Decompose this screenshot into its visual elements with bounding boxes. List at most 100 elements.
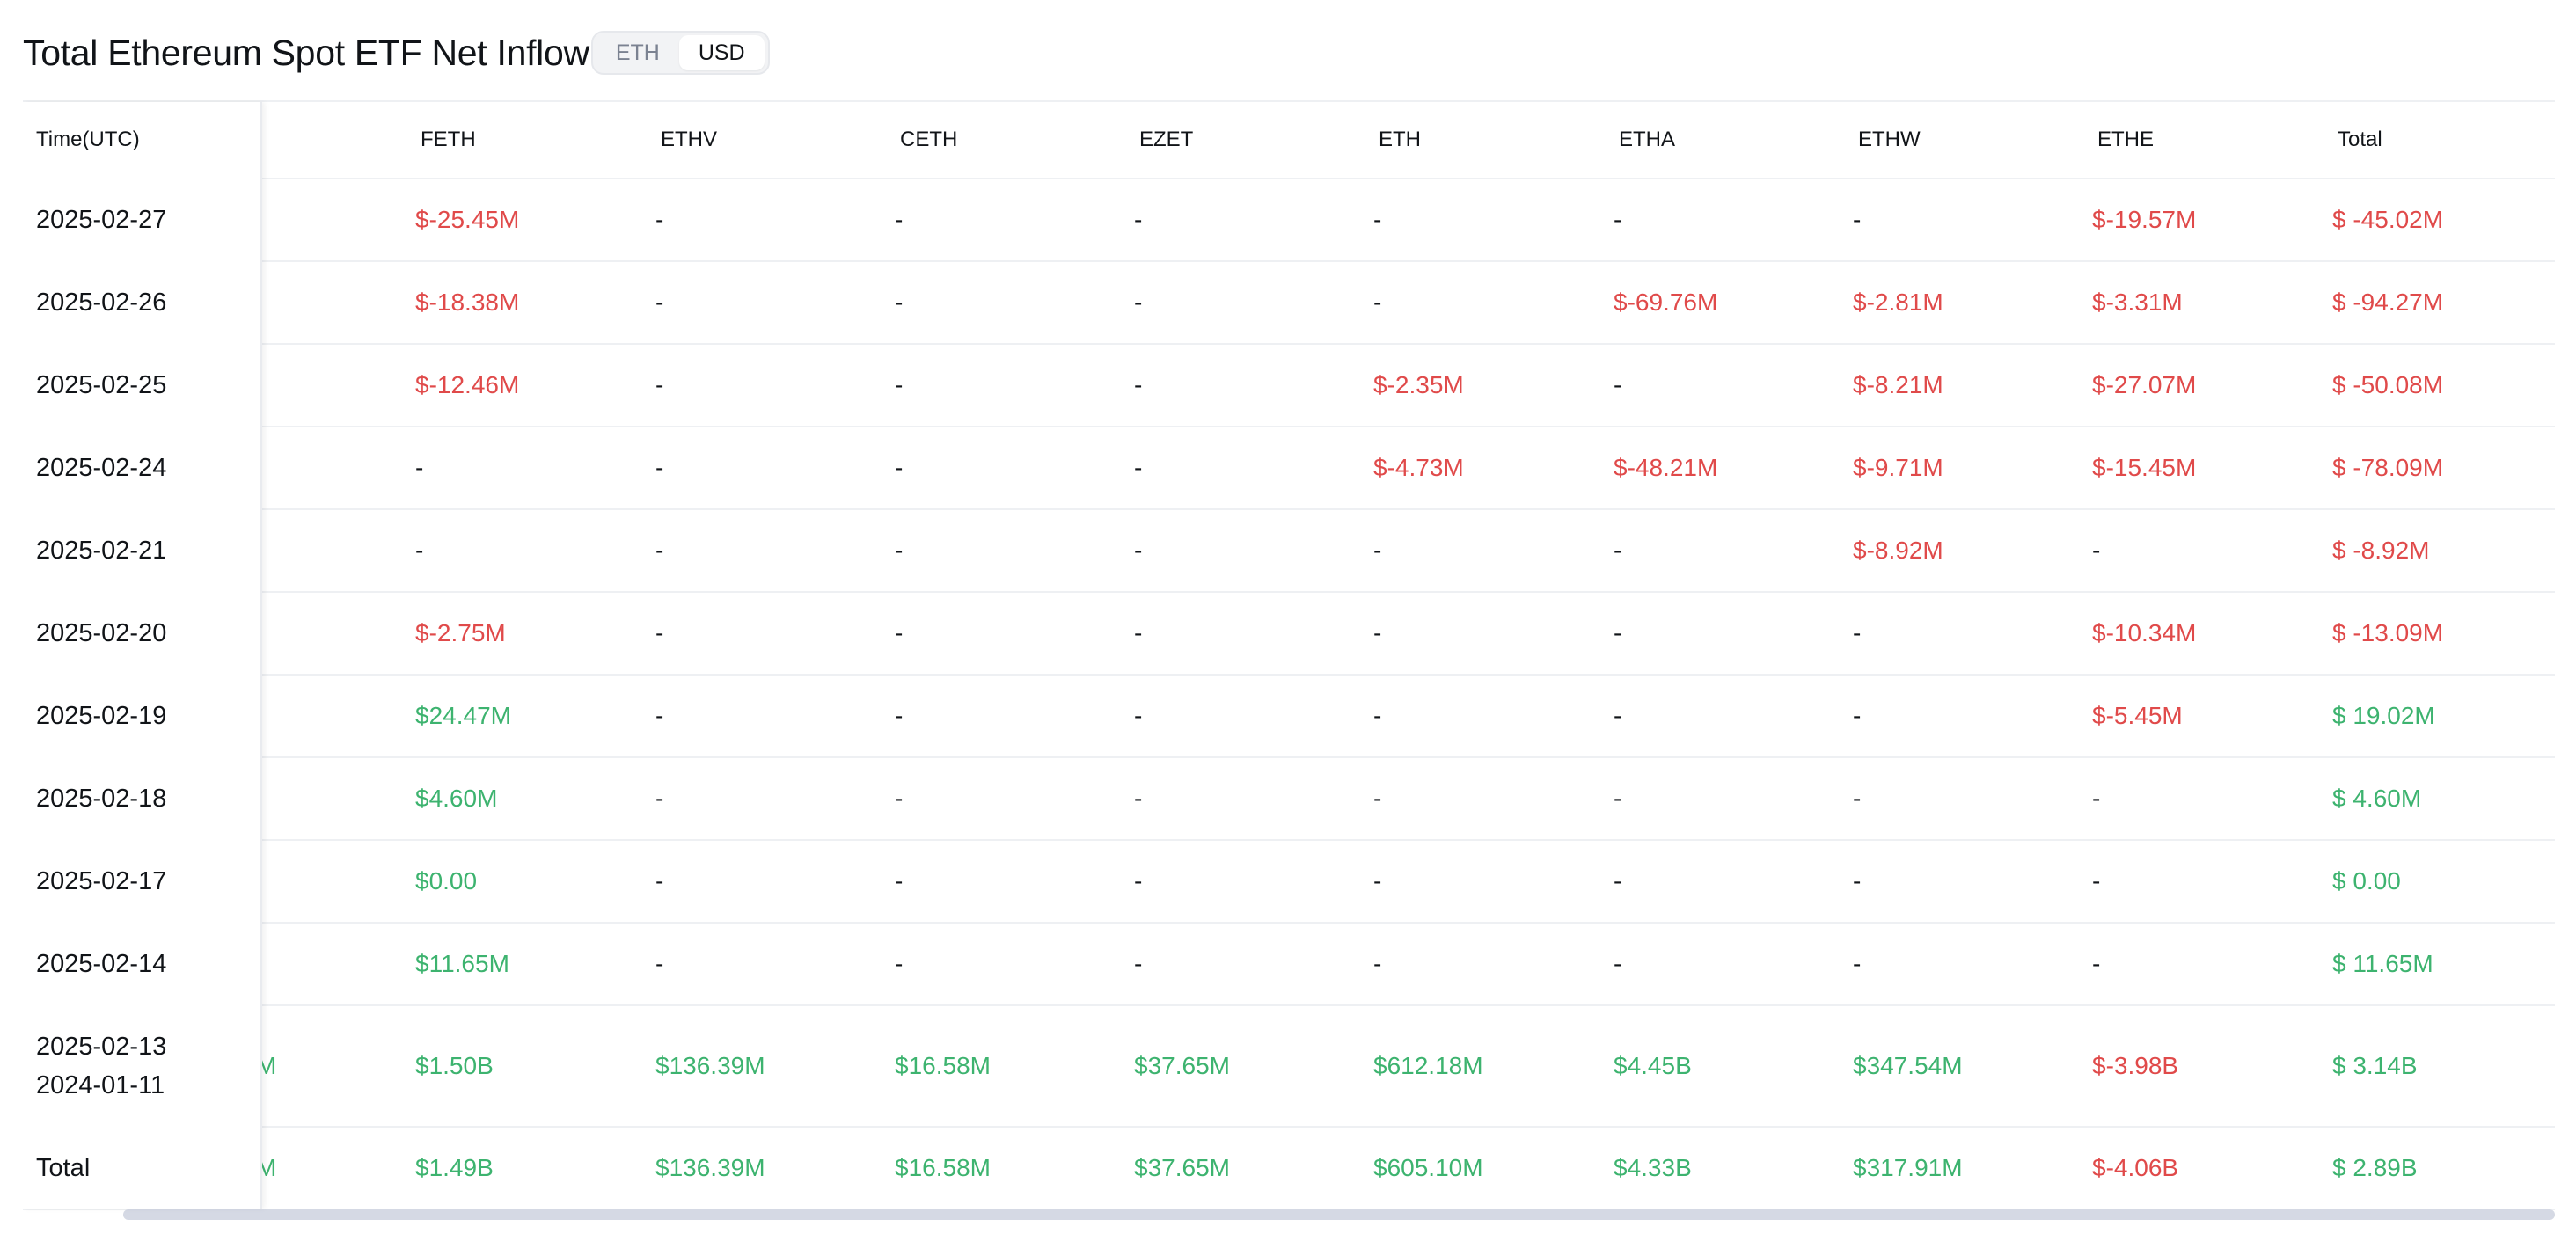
date-cell: 2025-02-18 — [36, 758, 166, 839]
date-label: 2025-02-26 — [36, 289, 167, 317]
column-header-eth[interactable]: ETH — [1379, 128, 1421, 151]
value-cell-total: $ -45.02M — [2332, 206, 2444, 233]
value-cell-total: $ -8.92M — [2332, 537, 2430, 564]
value-cell-ethv: $136.39M — [655, 1154, 765, 1181]
column-header-feth[interactable]: FETH — [421, 128, 476, 151]
value-cell-feth: $-12.46M — [415, 371, 520, 398]
value-cell-ceth: - — [895, 785, 904, 812]
value-cell-ethw: - — [1853, 950, 1862, 977]
row-divider — [23, 756, 2555, 758]
value-cell-ethv: - — [655, 702, 664, 729]
date-cell: 2025-02-27 — [36, 179, 166, 260]
date-cell: 2025-02-17 — [36, 841, 166, 922]
value-cell-etha: $4.45B — [1614, 1052, 1692, 1079]
total-row: M $1.49B $136.39M $16.58M $37.65M $605.10M $4.… — [23, 1128, 2555, 1209]
sticky-date-cell: Total — [23, 1128, 262, 1209]
column-header-ezet[interactable]: EZET — [1139, 128, 1194, 151]
value-cell-ezet: - — [1134, 454, 1143, 481]
value-cell-ceth: - — [895, 289, 904, 316]
header: Total Ethereum Spot ETF Net Inflow ETH U… — [23, 26, 770, 79]
value-cell-ceth: - — [895, 950, 904, 977]
date-cell: 2025-02-25 — [36, 345, 166, 426]
row-divider — [23, 100, 2555, 102]
value-cell-ethv: - — [655, 537, 664, 564]
etf-flow-table: FETH ETHV CETH EZET ETH ETHA ETHW ETHE Total $-25… — [23, 100, 2555, 1221]
value-cell-ezet: - — [1134, 619, 1143, 646]
value-cell-ethv: - — [655, 619, 664, 646]
sticky-date-cell: 2025-02-17 — [23, 841, 262, 922]
row-divider — [23, 839, 2555, 841]
value-cell-feth: - — [415, 454, 424, 481]
value-cell-eth: - — [1373, 867, 1382, 895]
table-row: $-25.45M - - - - - - $-19.57M $ -45.02M — [23, 179, 2555, 260]
value-cell-ezet: - — [1134, 785, 1143, 812]
value-cell-eth: $-4.73M — [1373, 454, 1464, 481]
value-cell-ceth: $16.58M — [895, 1154, 991, 1181]
value-cell-total: $ -78.09M — [2332, 454, 2444, 481]
value-cell-ethw: $-2.81M — [1853, 289, 1943, 316]
date-label: 2025-02-24 — [36, 454, 167, 482]
value-cell-ethw: $-8.21M — [1853, 371, 1943, 398]
value-cell-ethe: - — [2092, 950, 2101, 977]
table-row: $-2.75M - - - - - - $-10.34M $ -13.09M — [23, 593, 2555, 674]
value-cell-eth: $605.10M — [1373, 1154, 1483, 1181]
page-title: Total Ethereum Spot ETF Net Inflow — [23, 32, 589, 73]
value-cell-ethw: $-9.71M — [1853, 454, 1943, 481]
value-cell-total: $ 2.89B — [2332, 1154, 2418, 1181]
value-cell-ethv: - — [655, 867, 664, 895]
value-cell-etha: - — [1614, 619, 1622, 646]
date-label: 2024-01-11 — [36, 1071, 165, 1099]
value-cell-ethw: - — [1853, 785, 1862, 812]
date-cell: 2025-02-13 2024-01-11 — [36, 1006, 166, 1126]
value-cell-etha: $-48.21M — [1614, 454, 1718, 481]
table-row: - - - - $-4.73M $-48.21M $-9.71M $-15.45M $ -78.… — [23, 427, 2555, 508]
value-cell-ethe: - — [2092, 785, 2101, 812]
sticky-date-cell: 2025-02-20 — [23, 593, 262, 674]
horizontal-scrollbar[interactable] — [123, 1209, 2555, 1220]
value-cell-feth: $-18.38M — [415, 289, 520, 316]
column-header-ethe[interactable]: ETHE — [2097, 128, 2155, 151]
column-header-ethw[interactable]: ETHW — [1858, 128, 1921, 151]
sticky-column-border — [260, 102, 262, 1209]
table-row: $24.47M - - - - - - $-5.45M $ 19.02M — [23, 676, 2555, 756]
value-cell-ethe: $-27.07M — [2092, 371, 2197, 398]
date-cell: 2025-02-20 — [36, 593, 166, 674]
table-row: $-12.46M - - - $-2.35M - $-8.21M $-27.07M $ -50.… — [23, 345, 2555, 426]
value-cell-ethv: - — [655, 454, 664, 481]
column-header-ethv[interactable]: ETHV — [661, 128, 718, 151]
sticky-date-cell: 2025-02-19 — [23, 676, 262, 756]
sticky-date-cell: 2025-02-25 — [23, 345, 262, 426]
value-cell-eth: $-2.35M — [1373, 371, 1464, 398]
date-label: 2025-02-14 — [36, 950, 167, 978]
value-cell-ezet: - — [1134, 371, 1143, 398]
row-divider — [23, 922, 2555, 924]
table-row: $4.60M - - - - - - - $ 4.60M — [23, 758, 2555, 839]
sticky-date-cell: 2025-02-26 — [23, 262, 262, 343]
value-cell-ethw: $-8.92M — [1853, 537, 1943, 564]
table-row: M $1.50B $136.39M $16.58M $37.65M $612.18M $4.… — [23, 1006, 2555, 1126]
value-cell-etha: - — [1614, 702, 1622, 729]
table-row: $-18.38M - - - - $-69.76M $-2.81M $-3.31M $ -94.… — [23, 262, 2555, 343]
row-divider — [23, 426, 2555, 427]
value-cell-feth: $24.47M — [415, 702, 511, 729]
column-header-time[interactable]: Time(UTC) — [36, 128, 140, 151]
value-cell-feth: $-25.45M — [415, 206, 520, 233]
unit-eth-button[interactable]: ETH — [615, 40, 660, 65]
row-divider — [23, 1126, 2555, 1128]
unit-usd-button[interactable]: USD — [678, 35, 765, 70]
column-header-etha[interactable]: ETHA — [1619, 128, 1676, 151]
value-cell-ethe: - — [2092, 867, 2101, 895]
value-cell-ethe: - — [2092, 537, 2101, 564]
unit-toggle: ETH USD — [590, 31, 770, 75]
value-cell-ethv: - — [655, 785, 664, 812]
value-cell-total: $ -94.27M — [2332, 289, 2444, 316]
value-cell-etha: - — [1614, 371, 1622, 398]
value-cell-eth: $612.18M — [1373, 1052, 1483, 1079]
column-header-ceth[interactable]: CETH — [900, 128, 958, 151]
value-cell-ethe: $-3.31M — [2092, 289, 2183, 316]
value-cell-ethv: $136.39M — [655, 1052, 765, 1079]
column-header-total[interactable]: Total — [2338, 128, 2382, 151]
value-cell-feth: $4.60M — [415, 785, 498, 812]
date-cell: Total — [36, 1128, 90, 1209]
total-label: Total — [36, 1154, 91, 1182]
